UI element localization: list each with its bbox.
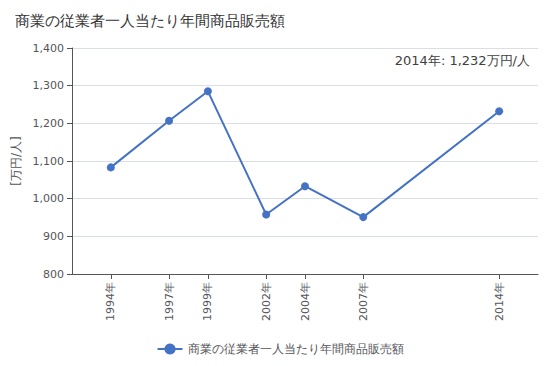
svg-text:2014年: 1,232万円/人: 2014年: 1,232万円/人 xyxy=(395,53,530,68)
svg-text:2004年: 2004年 xyxy=(299,282,312,321)
svg-text:1,200: 1,200 xyxy=(33,117,65,130)
svg-text:2014年: 2014年 xyxy=(493,282,506,321)
svg-text:2007年: 2007年 xyxy=(357,282,370,321)
svg-text:900: 900 xyxy=(43,230,64,243)
svg-text:商業の従業者一人当たり年間商品販売額: 商業の従業者一人当たり年間商品販売額 xyxy=(15,12,285,30)
svg-text:1999年: 1999年 xyxy=(201,282,214,321)
svg-text:1994年: 1994年 xyxy=(104,282,117,321)
svg-text:1,000: 1,000 xyxy=(33,192,65,205)
svg-text:1997年: 1997年 xyxy=(163,282,176,321)
svg-text:1,300: 1,300 xyxy=(33,79,65,92)
svg-text:商業の従業者一人当たり年間商品販売額: 商業の従業者一人当たり年間商品販売額 xyxy=(188,342,404,356)
svg-text:2002年: 2002年 xyxy=(260,282,273,321)
svg-text:800: 800 xyxy=(43,268,64,281)
svg-text:1,400: 1,400 xyxy=(33,42,65,55)
svg-text:1,100: 1,100 xyxy=(33,155,65,168)
svg-text:[万円/人]: [万円/人] xyxy=(9,136,23,185)
